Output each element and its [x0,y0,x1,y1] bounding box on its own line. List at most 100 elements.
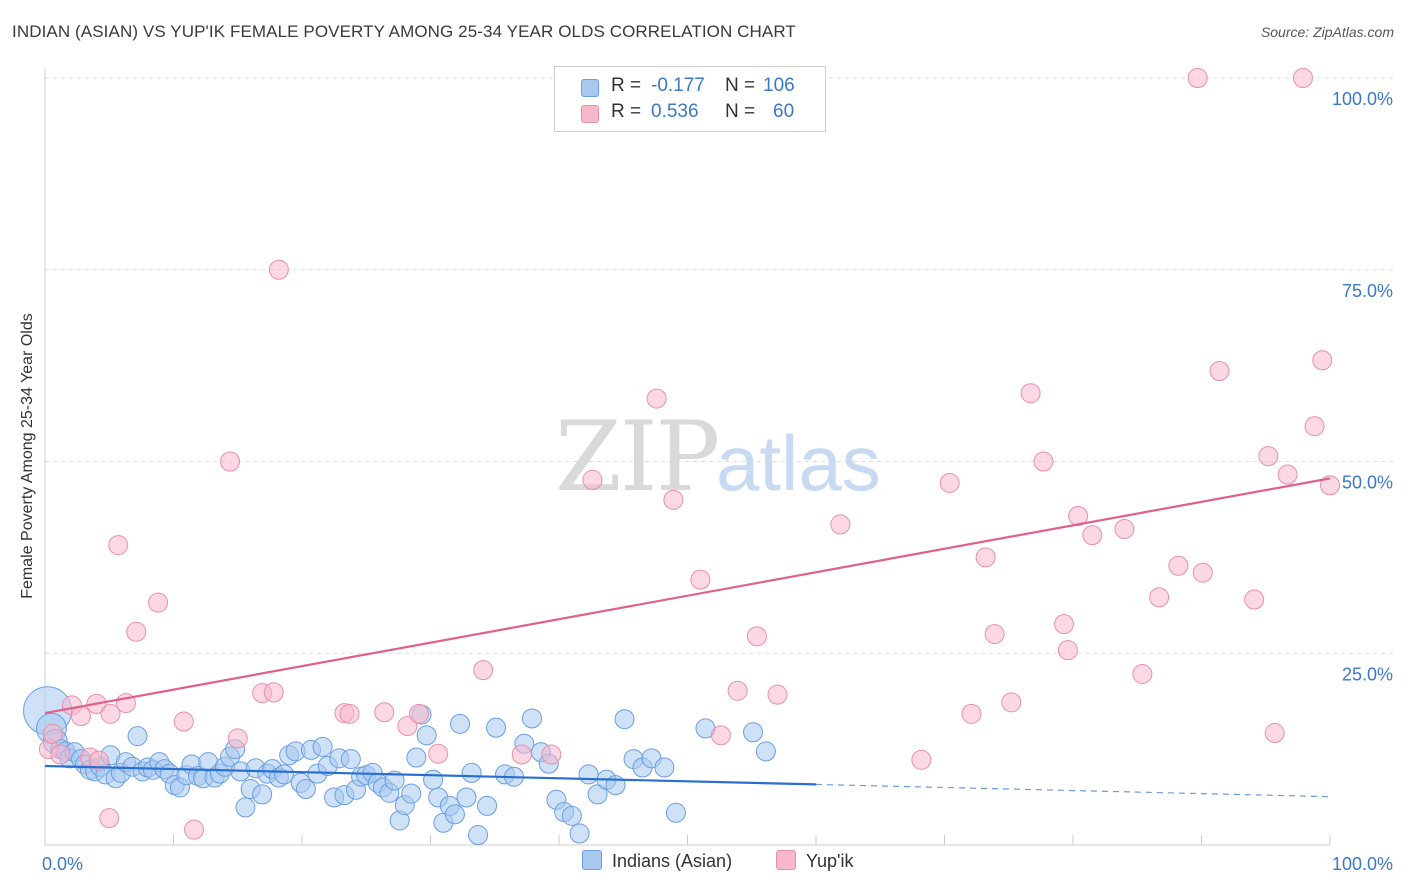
yupik-point [1168,555,1189,576]
legend-r-label: R = [611,101,642,122]
indians-trend-line [44,764,817,786]
indians-point [444,804,465,825]
yupik-point [184,819,205,840]
y-tick-label: 50.0% [1342,473,1393,493]
yupik-point [939,472,960,493]
indians-point [416,725,437,746]
stats-legend: R = -0.177 N = 106 R = 0.536 N = 60 [554,66,826,132]
bottom-legend-swatch-yupik [776,850,796,870]
data-points [23,68,1340,846]
indians-point [384,770,405,791]
yupik-point [1114,518,1135,539]
yupik-point [1293,68,1314,88]
legend-row-yupik: R = 0.536 N = 60 [555,101,825,129]
indians-point [755,741,776,762]
indians-point [743,722,764,743]
yupik-point [663,489,684,510]
watermark-zip: ZIP [555,401,718,513]
indians-point [578,764,599,785]
yupik-point [911,749,932,770]
yupik-point [975,547,996,568]
yupik-point [767,684,788,705]
y-tick-label: 100.0% [1332,89,1393,109]
yupik-point [1244,589,1265,610]
indians-point [340,749,361,770]
yupik-point [984,624,1005,645]
yupik-point [268,259,289,280]
indians-point [235,797,256,818]
yupik-point [1132,663,1153,684]
yupik-point [88,750,109,771]
legend-swatch-yupik [581,105,599,123]
yupik-point [1304,416,1325,437]
yupik-point [263,682,284,703]
y-tick-label: 25.0% [1342,664,1393,684]
yupik-point [1209,360,1230,381]
yupik-point [70,706,91,727]
indians-point [665,802,686,823]
y-tick-label: 75.0% [1342,281,1393,301]
x-tick-label-min: 0.0% [42,854,83,874]
indians-point [561,805,582,826]
watermark: ZIP atlas [555,401,881,513]
watermark-atlas: atlas [716,419,881,507]
yupik-point [1320,475,1340,496]
indians-point [274,764,295,785]
yupik-point [126,621,147,642]
yupik-point [50,744,71,765]
indians-point [486,717,507,738]
yupik-point [961,703,982,724]
yupik-point [1057,640,1078,661]
yupik-point [1082,525,1103,546]
yupik-point [1312,350,1333,371]
indians-point [312,736,333,757]
yupik-point [42,723,63,744]
yupik-point [1192,562,1213,583]
indians-point [569,823,590,844]
yupik-point [1187,68,1208,88]
indians-point [295,779,316,800]
yupik-point [646,388,667,409]
yupik-point [727,680,748,701]
grid-lines [45,77,1395,654]
yupik-point [108,535,129,556]
yupik-point [541,744,562,765]
legend-row-indians: R = -0.177 N = 106 [555,75,825,103]
indians-point [587,784,608,805]
indians-point [423,769,444,790]
indians-point [654,757,675,778]
legend-n-label: N = [725,75,756,96]
yupik-point [408,703,429,724]
yupik-point [582,469,603,490]
yupik-point [1054,614,1075,635]
tick-labels: 25.0% 50.0% 75.0% 100.0% 0.0% 100.0% [42,89,1393,874]
indians-point [252,784,273,805]
yupik-point [148,592,169,613]
indians-point [614,709,635,730]
yupik-point [690,569,711,590]
bottom-legend-label: Yup'ik [806,851,854,871]
yupik-point [99,808,120,829]
yupik-point [173,711,194,732]
yupik-point [1264,723,1285,744]
bottom-legend-swatch-indians [582,850,602,870]
yupik-point [1258,446,1279,467]
indians-point [461,762,482,783]
chart-title: INDIAN (ASIAN) VS YUP'IK FEMALE POVERTY … [12,22,796,41]
legend-swatch-indians [581,79,599,97]
indians-point [401,783,422,804]
yupik-point [1001,692,1022,713]
yupik-trend-line [44,477,1331,715]
trend-lines [44,477,1331,798]
yupik-point [830,514,851,535]
indians-trend-extension [815,783,1331,798]
yupik-point [227,728,248,749]
yupik-point [220,451,241,472]
yupik-point [1277,464,1298,485]
x-tick-label-max: 100.0% [1332,854,1393,874]
yupik-point [1033,451,1054,472]
indians-point [456,787,477,808]
yupik-point [746,626,767,647]
indians-point [450,713,471,734]
